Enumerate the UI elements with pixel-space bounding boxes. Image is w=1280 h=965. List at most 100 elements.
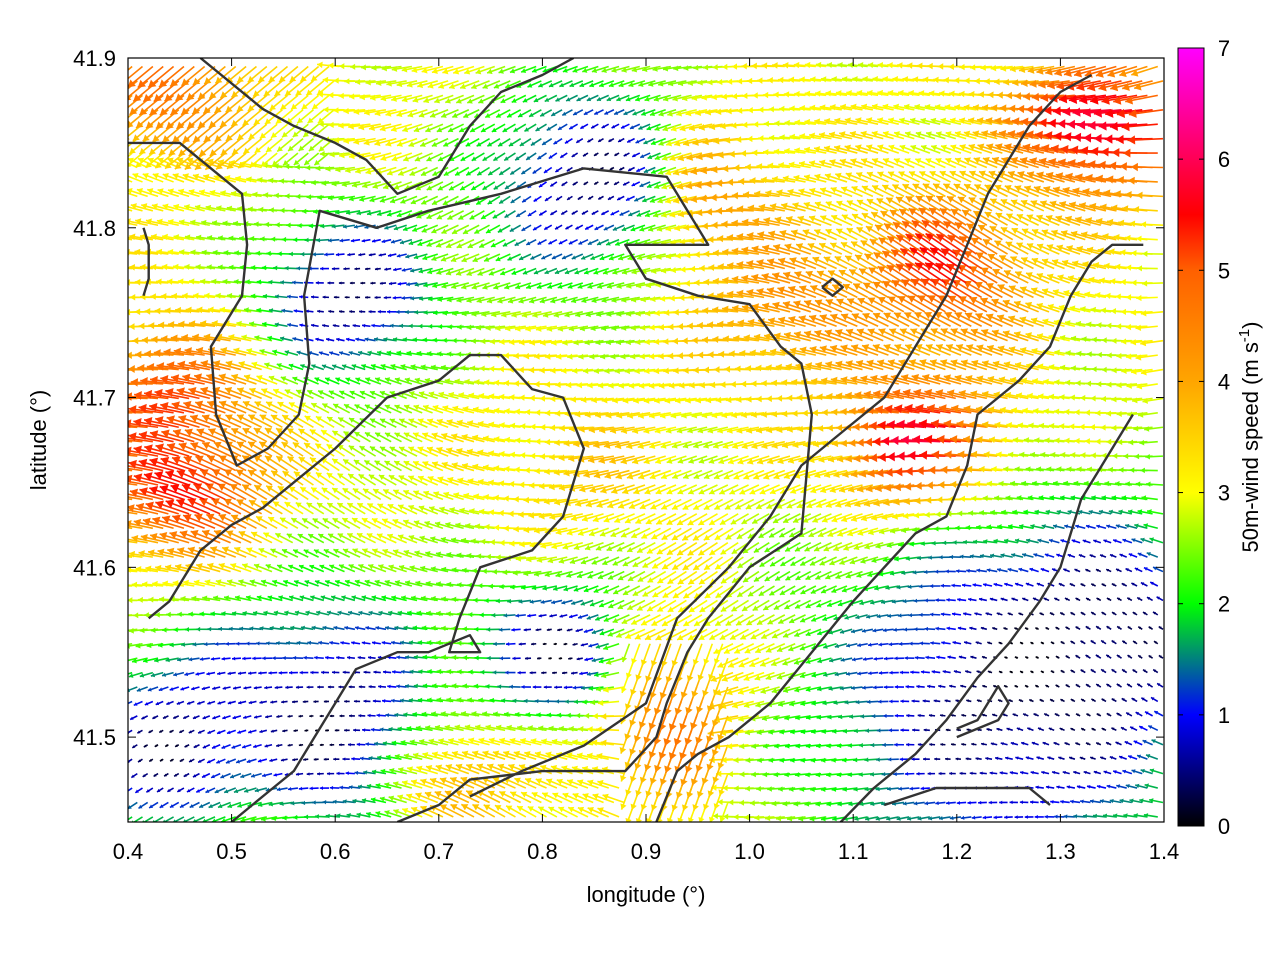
wind-arrow — [764, 815, 785, 822]
wind-arrow — [1016, 727, 1024, 732]
wind-arrow — [583, 181, 589, 186]
wind-arrow — [651, 614, 672, 627]
wind-arrow — [955, 757, 962, 761]
wind-arrow — [530, 137, 542, 147]
wind-arrow — [1145, 754, 1159, 760]
wind-arrow — [551, 738, 573, 746]
wind-arrow — [1075, 742, 1081, 746]
wind-arrow — [409, 739, 428, 746]
wind-arrow — [184, 671, 195, 677]
wind-arrow — [1128, 553, 1138, 558]
wind-arrow — [292, 441, 314, 457]
wind-arrow — [996, 612, 1003, 616]
wind-arrow — [866, 171, 889, 183]
wind-arrow — [920, 786, 930, 791]
wind-arrow — [202, 715, 211, 720]
wind-arrow — [218, 626, 231, 632]
wind-arrow — [523, 628, 532, 632]
wind-arrow — [273, 772, 283, 777]
wind-arrow — [550, 109, 563, 117]
wind-arrow — [631, 181, 641, 187]
wind-arrow — [960, 684, 967, 688]
wind-arrow — [1011, 553, 1024, 558]
wind-arrow — [887, 757, 899, 762]
wind-arrow — [1085, 568, 1091, 573]
wind-arrow — [344, 699, 350, 703]
wind-arrow — [1064, 597, 1071, 602]
wind-arrow — [1037, 727, 1045, 732]
wind-arrow — [248, 700, 257, 705]
wind-arrow — [1085, 683, 1091, 688]
wind-arrow — [614, 152, 620, 157]
wind-arrow — [816, 714, 832, 720]
wind-arrow — [289, 670, 298, 675]
wind-arrow — [264, 743, 273, 748]
wind-arrow — [201, 772, 211, 779]
wind-arrow — [644, 628, 667, 641]
wind-arrow — [576, 752, 599, 760]
wind-arrow — [296, 350, 309, 356]
wind-arrow — [956, 800, 967, 805]
wind-arrow — [622, 181, 630, 186]
wind-arrow — [1135, 711, 1143, 717]
wind-arrow — [131, 744, 138, 749]
wind-arrow — [1080, 727, 1086, 732]
wind-arrow — [577, 779, 599, 789]
wind-arrow — [820, 215, 843, 226]
wind-arrow — [1142, 250, 1163, 257]
wind-arrow — [608, 137, 615, 143]
wind-arrow — [314, 814, 330, 819]
wind-arrow — [1040, 670, 1045, 674]
wind-arrow — [338, 281, 345, 285]
wind-arrow — [1112, 770, 1122, 775]
wind-arrow — [1035, 627, 1039, 631]
wind-arrow — [354, 267, 361, 271]
wind-arrow — [359, 310, 366, 314]
wind-arrow — [268, 671, 278, 675]
wind-arrow — [808, 527, 827, 538]
wind-arrow — [855, 699, 868, 705]
wind-arrow — [495, 724, 516, 732]
wind-arrow — [905, 684, 915, 689]
wind-arrow — [591, 210, 599, 216]
wind-arrow — [560, 210, 568, 216]
wind-arrow — [899, 670, 910, 675]
wind-arrow — [418, 738, 438, 746]
wind-arrow — [169, 758, 174, 762]
wind-arrow — [996, 727, 1003, 732]
wind-arrow — [1122, 538, 1133, 544]
wind-arrow — [387, 253, 397, 258]
wind-arrow — [486, 627, 500, 632]
wind-arrow — [1040, 567, 1050, 573]
wind-arrow — [1090, 668, 1097, 674]
wind-arrow — [1142, 611, 1148, 616]
wind-arrow — [557, 628, 563, 632]
wind-arrow — [232, 715, 242, 720]
wind-arrow — [492, 152, 506, 162]
wind-arrow — [953, 670, 962, 674]
wind-arrow — [268, 801, 283, 807]
wind-arrow — [1065, 626, 1071, 630]
wind-arrow — [1004, 815, 1013, 820]
wind-arrow — [552, 671, 557, 675]
wind-arrow — [1035, 655, 1040, 659]
wind-arrow — [312, 800, 324, 805]
wind-arrow — [265, 641, 278, 646]
wind-arrow — [1045, 626, 1050, 631]
wind-arrow — [929, 170, 951, 183]
wind-arrow — [128, 816, 133, 821]
wind-arrow — [1060, 640, 1065, 645]
wind-arrow — [636, 542, 656, 554]
wind-arrow — [397, 794, 418, 804]
wind-arrow — [1136, 596, 1143, 602]
wind-arrow — [243, 686, 252, 690]
wind-arrow — [471, 750, 495, 760]
wind-arrow — [365, 742, 376, 747]
wind-arrow — [1010, 741, 1019, 746]
wind-arrow — [454, 724, 475, 732]
wind-arrow — [492, 750, 516, 760]
wind-arrow — [228, 626, 241, 631]
wind-arrow — [904, 771, 915, 776]
wind-arrow — [517, 724, 537, 732]
wind-arrow — [335, 252, 345, 257]
